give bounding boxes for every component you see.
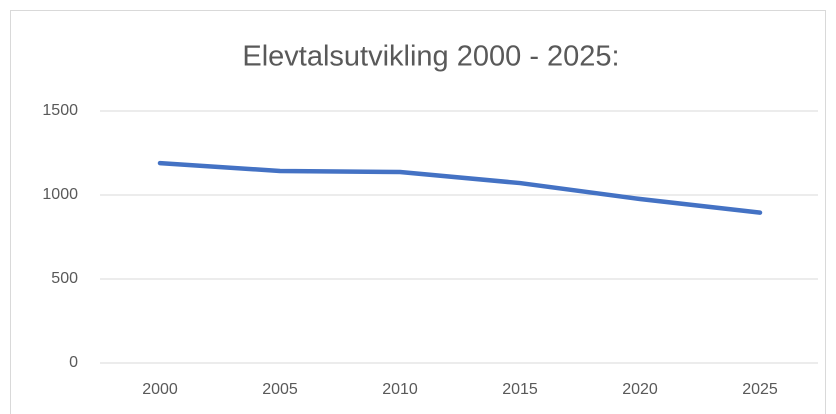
x-tick-label: 2000 [142,381,178,398]
x-tick-label: 2020 [622,381,658,398]
x-tick-label: 2005 [262,381,298,398]
y-tick-label: 1000 [42,186,78,203]
y-tick-label: 0 [69,354,78,371]
y-tick-label: 1500 [42,102,78,119]
x-tick-label: 2025 [742,381,778,398]
y-tick-label: 500 [51,270,78,287]
x-tick-label: 2010 [382,381,418,398]
chart-frame [10,10,826,414]
x-tick-label: 2015 [502,381,538,398]
data-line [157,160,763,215]
chart-title: Elevtalsutvikling 2000 - 2025: [242,41,619,73]
